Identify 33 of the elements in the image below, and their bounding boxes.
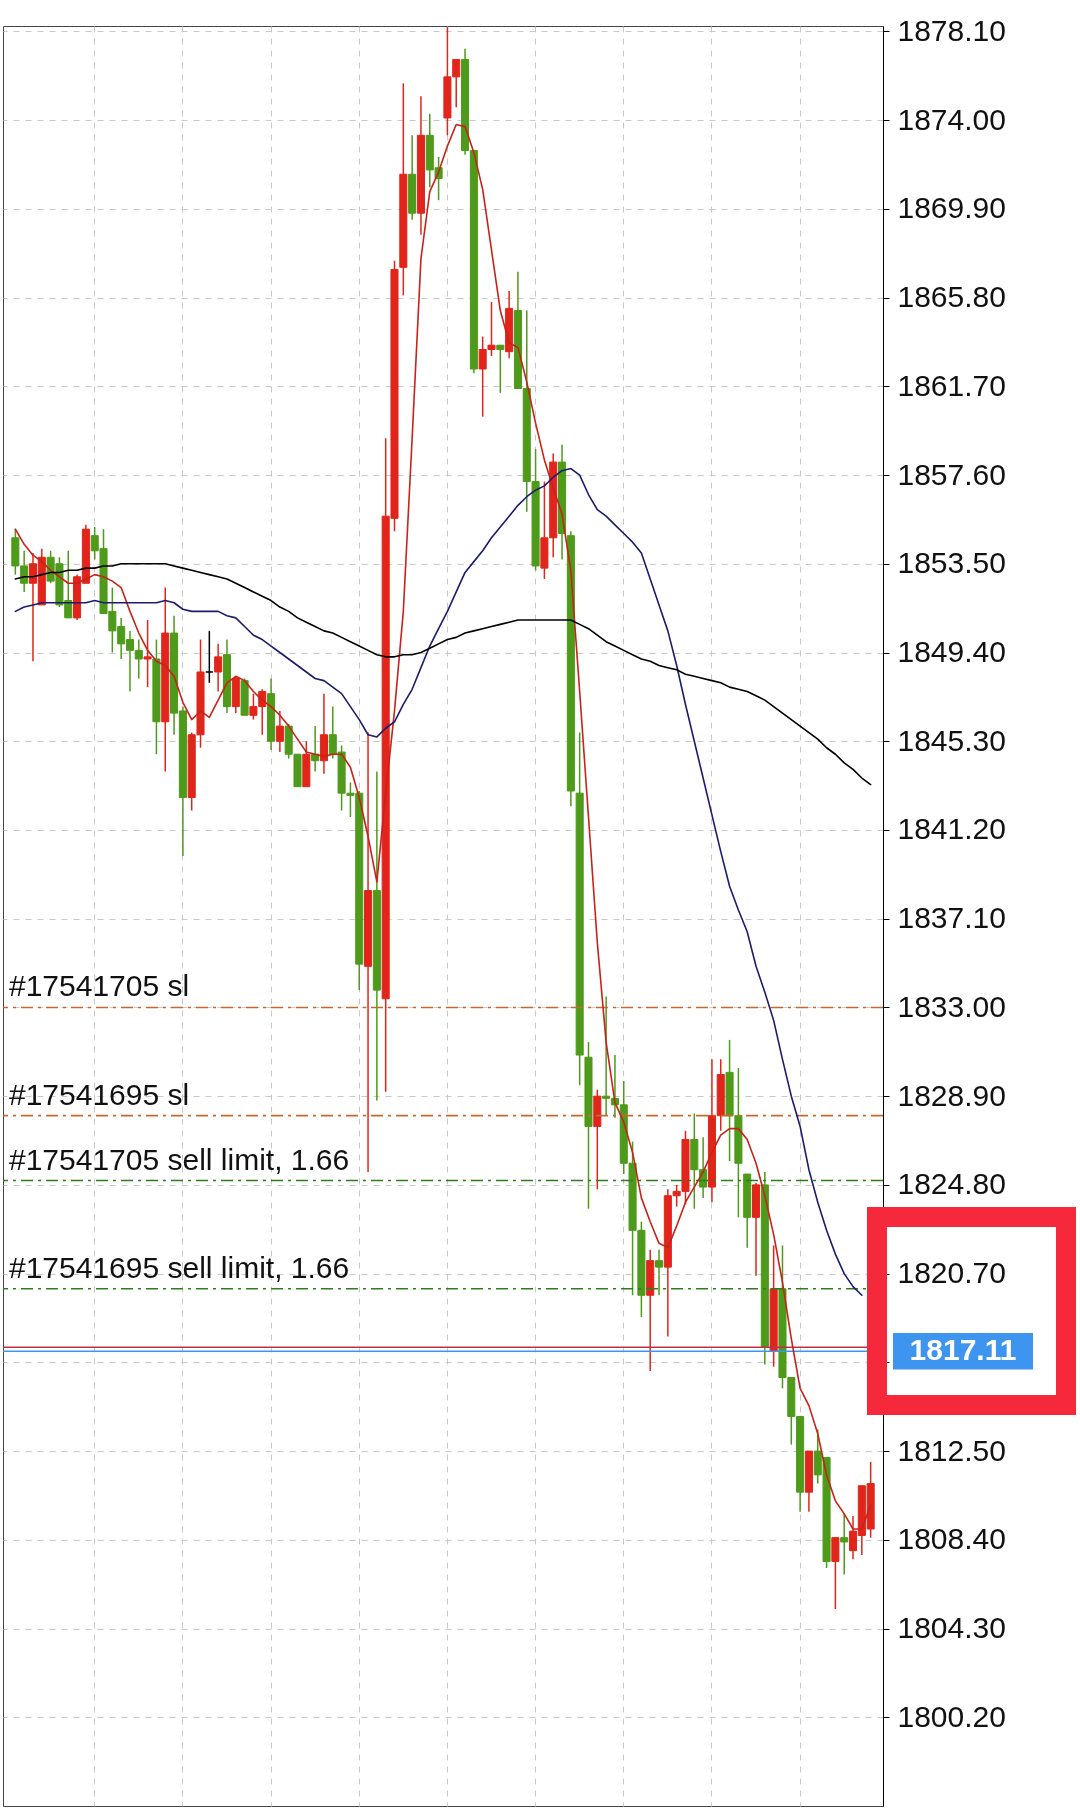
ref-line-label: #17541705 sl	[9, 969, 190, 1003]
candlestick	[214, 643, 223, 693]
y-tick-label: 1861.70	[897, 368, 1006, 402]
y-tick-label: 1865.80	[897, 280, 1006, 314]
y-tick-label: 1800.20	[897, 1699, 1006, 1733]
y-tick-label: 1878.10	[897, 13, 1006, 47]
y-tick-label: 1820.70	[897, 1256, 1006, 1290]
y-tick-label: 1853.50	[897, 546, 1006, 580]
y-tick-label: 1857.60	[897, 457, 1006, 491]
y-tick-label: 1874.00	[897, 102, 1006, 136]
candlestick	[655, 1249, 664, 1297]
ref-line-label: #17541695 sell limit, 1.66	[9, 1250, 350, 1284]
y-tick-label: 1833.00	[897, 989, 1006, 1023]
line-series	[14, 562, 872, 786]
candlestick	[840, 1513, 849, 1576]
candlestick	[143, 619, 152, 688]
y-tick-label: 1808.40	[897, 1522, 1006, 1556]
y-tick-label: 1837.10	[897, 901, 1006, 935]
candlestick	[496, 344, 505, 394]
y-tick-label: 1849.40	[897, 635, 1006, 669]
y-tick-label: 1841.20	[897, 812, 1006, 846]
candlestick	[831, 1536, 840, 1610]
y-tick-label: 1828.90	[897, 1078, 1006, 1112]
y-tick-label: 1824.80	[897, 1167, 1006, 1201]
y-tick-label: 1812.50	[897, 1433, 1006, 1467]
candlestick	[205, 630, 214, 684]
y-tick-label: 1869.90	[897, 191, 1006, 225]
y-tick-label: 1804.30	[897, 1611, 1006, 1645]
ref-line-label: 1817.11	[909, 1333, 1017, 1367]
ref-line-label: #17541705 sell limit, 1.66	[9, 1142, 350, 1176]
y-tick-label: 1845.30	[897, 723, 1006, 757]
ref-line-label: #17541695 sl	[9, 1077, 190, 1111]
candlestick	[275, 710, 284, 753]
